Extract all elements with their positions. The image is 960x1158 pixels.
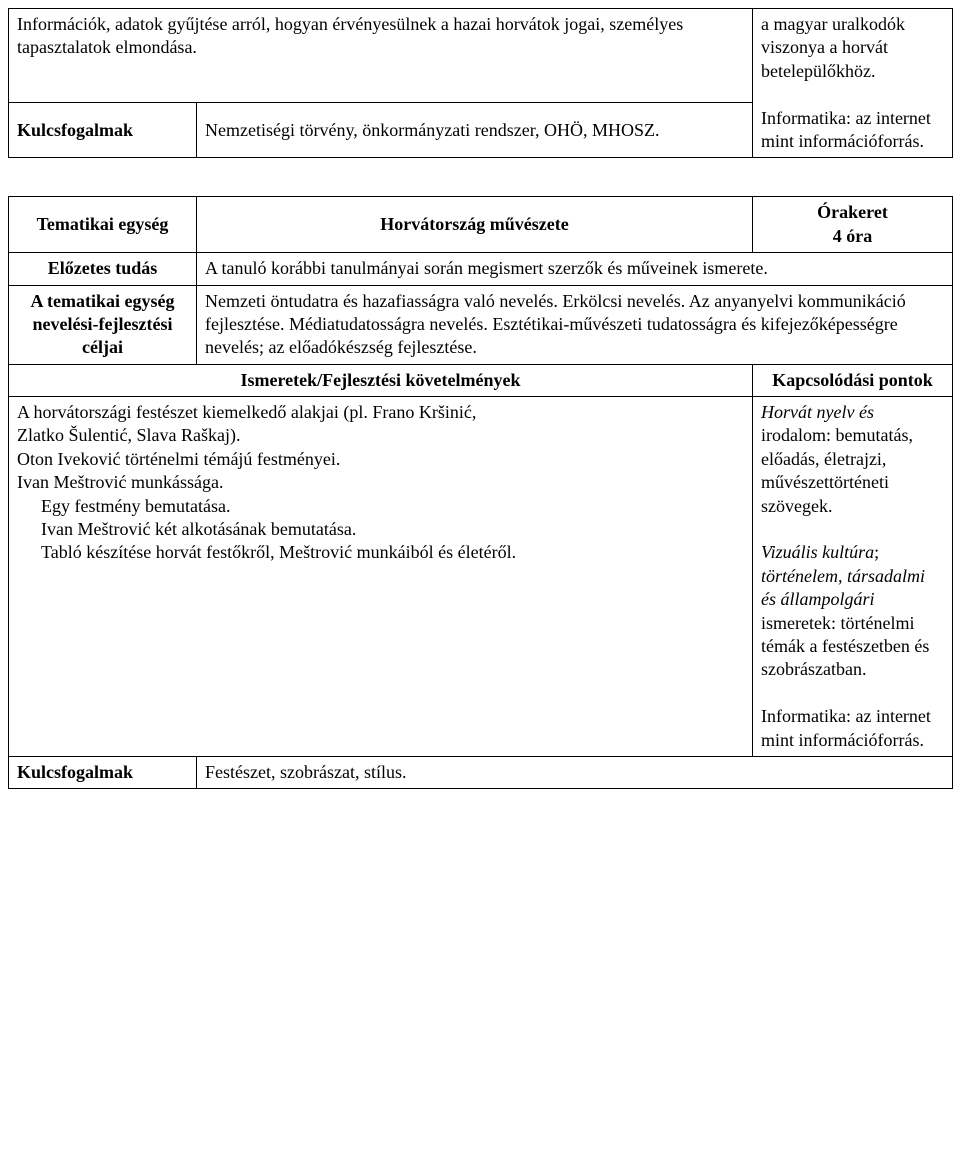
ismeretek-line: A horvátországi festészet kiemelkedő ala… [17,401,744,424]
kulcsfogalmak-value: Nemzetiségi törvény, önkormányzati rends… [197,103,753,158]
ismeretek-header: Ismeretek/Fejlesztési követelmények [9,364,753,396]
elozetes-tudas-label: Előzetes tudás [9,253,197,285]
context-p1: a magyar uralkodók viszonya a horvát bet… [761,14,905,81]
info-cell: Információk, adatok gyűjtése arról, hogy… [9,9,753,103]
tematikai-egyseg-value: Horvátország művészete [197,197,753,253]
orakeret-label: Órakeret [817,202,888,222]
kulcsfogalmak2-label: Kulcsfogalmak [9,756,197,788]
kapcs-p3: Informatika: az internet mint információ… [761,706,931,749]
kapcsolodasi-content: Horvát nyelv és irodalom: bemutatás, elő… [753,397,953,757]
kapcs-p2-italic2: történelem, társadalmi és állampolgári [761,566,925,609]
kapcs-p1-rest: irodalom: bemutatás, előadás, életrajzi,… [761,425,913,515]
ismeretek-content: A horvátországi festészet kiemelkedő ala… [9,397,753,757]
kapcsolodasi-header: Kapcsolódási pontok [753,364,953,396]
kulcsfogalmak2-value: Festészet, szobrászat, stílus. [197,756,953,788]
table-bottom: Tematikai egység Horvátország művészete … [8,196,953,789]
orakeret-cell: Órakeret 4 óra [753,197,953,253]
ismeretek-line: Zlatko Šulentić, Slava Raškaj). [17,424,744,447]
table-top: Információk, adatok gyűjtése arról, hogy… [8,8,953,158]
ismeretek-line: Egy festmény bemutatása. [17,495,744,518]
tematikai-egyseg-label: Tematikai egység [9,197,197,253]
orakeret-value: 4 óra [833,226,873,246]
ismeretek-line: Ivan Meštrović két alkotásának bemutatás… [17,518,744,541]
kapcs-p2-rest: ismeretek: történelmi témák a festészetb… [761,613,929,680]
ismeretek-line: Tabló készítése horvát festőkről, Meštro… [17,541,744,564]
ismeretek-line: Oton Iveković történelmi témájú festmény… [17,448,744,471]
kulcsfogalmak-label: Kulcsfogalmak [9,103,197,158]
kapcs-p2-italic1: Vizuális kultúra [761,542,874,562]
celjai-value: Nemzeti öntudatra és hazafiasságra való … [197,285,953,364]
celjai-label: A tematikai egység nevelési-fejlesztési … [9,285,197,364]
kapcs-p1-italic: Horvát nyelv és [761,402,874,422]
ismeretek-line: Ivan Meštrović munkássága. [17,471,744,494]
elozetes-tudas-value: A tanuló korábbi tanulmányai során megis… [197,253,953,285]
context-cell: a magyar uralkodók viszonya a horvát bet… [753,9,953,158]
kapcs-p2-sep: ; [874,542,879,562]
context-p2: Informatika: az internet mint információ… [761,108,931,151]
